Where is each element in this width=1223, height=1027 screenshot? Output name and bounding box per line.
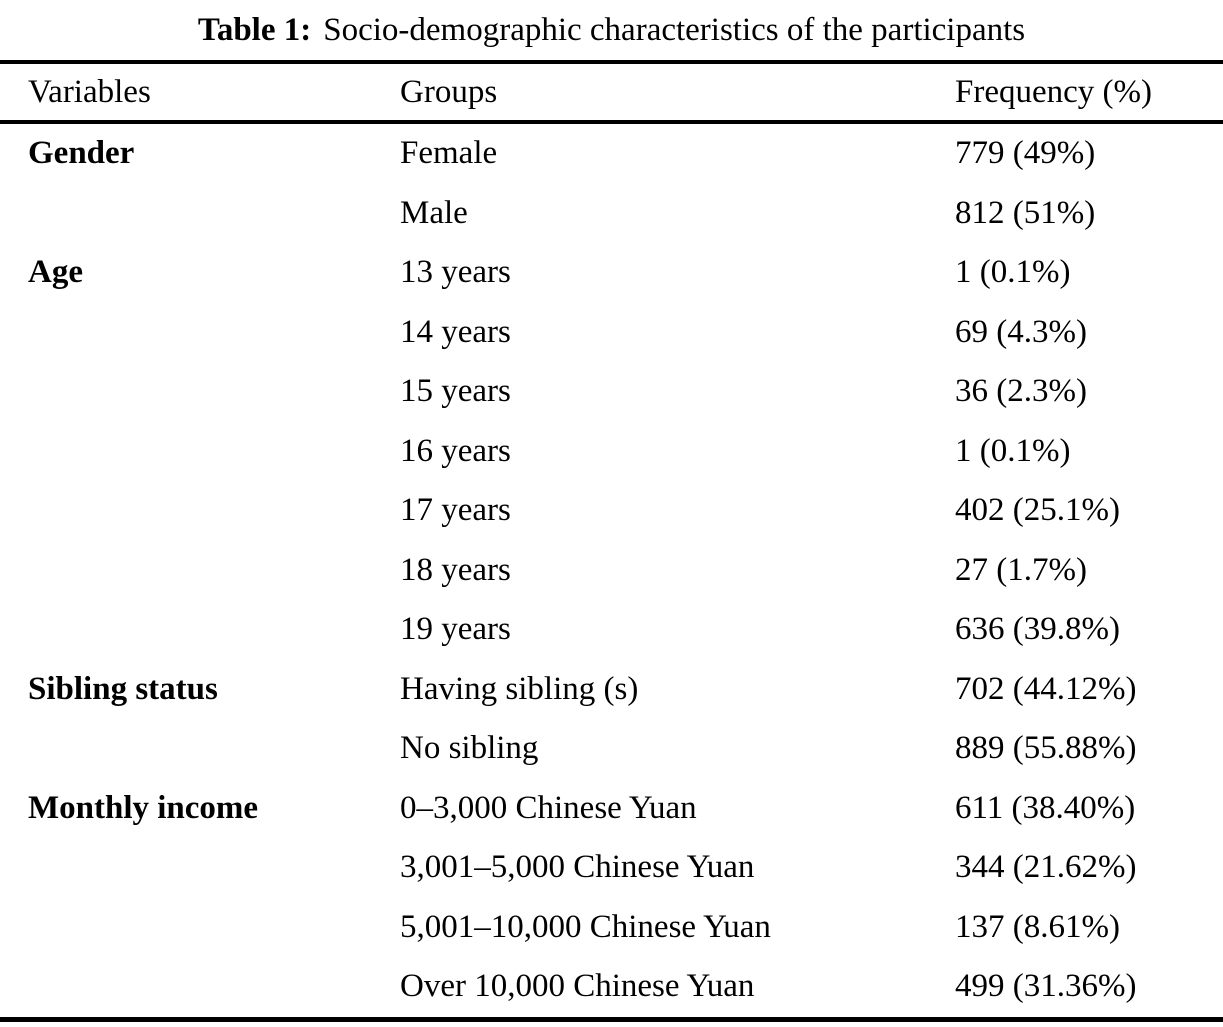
table-row: 15 years 36 (2.3%) xyxy=(0,362,1223,422)
frequency-cell: 1 (0.1%) xyxy=(955,254,1071,291)
frequency-cell: 779 (49%) xyxy=(955,135,1096,172)
variable-cell xyxy=(0,600,400,660)
variable-cell xyxy=(0,481,400,541)
variable-cell xyxy=(0,303,400,363)
frequency-cell: 137 (8.61%) xyxy=(955,908,1120,945)
group-cell: 5,001–10,000 Chinese Yuan xyxy=(400,908,771,945)
frequency-cell: 344 (21.62%) xyxy=(955,849,1137,886)
table-row: 18 years 27 (1.7%) xyxy=(0,541,1223,601)
group-cell: Female xyxy=(400,135,498,172)
variable-cell xyxy=(0,184,400,244)
table-row: 14 years 69 (4.3%) xyxy=(0,303,1223,363)
frequency-cell: 889 (55.88%) xyxy=(955,730,1137,767)
frequency-cell: 69 (4.3%) xyxy=(955,313,1087,350)
frequency-cell: 702 (44.12%) xyxy=(955,670,1137,707)
group-cell: 3,001–5,000 Chinese Yuan xyxy=(400,849,755,886)
variable-cell: Monthly income xyxy=(28,789,259,826)
frequency-cell: 611 (38.40%) xyxy=(955,789,1136,826)
variable-cell xyxy=(0,422,400,482)
table-row: Male 812 (51%) xyxy=(0,184,1223,244)
table-row: 5,001–10,000 Chinese Yuan 137 (8.61%) xyxy=(0,898,1223,958)
frequency-cell: 1 (0.1%) xyxy=(955,432,1071,469)
table-caption: Table 1: Socio-demographic characteristic… xyxy=(0,0,1223,60)
variable-cell xyxy=(0,957,400,1019)
group-cell: Over 10,000 Chinese Yuan xyxy=(400,968,755,1005)
table-caption-text: Socio-demographic characteristics of the… xyxy=(323,12,1026,48)
frequency-cell: 636 (39.8%) xyxy=(955,611,1120,648)
variable-cell xyxy=(0,719,400,779)
table-row: Over 10,000 Chinese Yuan 499 (31.36%) xyxy=(0,957,1223,1019)
header-frequency: Frequency (%) xyxy=(955,62,1223,124)
table-body: Gender Female 779 (49%) Male 812 (51%) A… xyxy=(0,122,1223,1019)
frequency-cell: 36 (2.3%) xyxy=(955,373,1087,410)
variable-cell: Age xyxy=(28,254,83,291)
table-row: 16 years 1 (0.1%) xyxy=(0,422,1223,482)
group-cell: No sibling xyxy=(400,730,539,767)
group-cell: 16 years xyxy=(400,432,511,469)
table-row: No sibling 889 (55.88%) xyxy=(0,719,1223,779)
variable-cell: Gender xyxy=(28,135,135,172)
table-row: Gender Female 779 (49%) xyxy=(0,122,1223,184)
variable-cell: Sibling status xyxy=(28,670,218,707)
group-cell: 13 years xyxy=(400,254,511,291)
group-cell: 19 years xyxy=(400,611,511,648)
variable-cell xyxy=(0,898,400,958)
variable-cell xyxy=(0,362,400,422)
group-cell: 14 years xyxy=(400,313,511,350)
header-variables: Variables xyxy=(0,62,400,124)
frequency-cell: 402 (25.1%) xyxy=(955,492,1120,529)
group-cell: 15 years xyxy=(400,373,511,410)
table-row: Sibling status Having sibling (s) 702 (4… xyxy=(0,660,1223,720)
header-groups: Groups xyxy=(400,62,955,124)
group-cell: 18 years xyxy=(400,551,511,588)
group-cell: Having sibling (s) xyxy=(400,670,639,707)
group-cell: 17 years xyxy=(400,492,511,529)
table-row: Monthly income 0–3,000 Chinese Yuan 611 … xyxy=(0,779,1223,839)
variable-cell xyxy=(0,838,400,898)
frequency-cell: 812 (51%) xyxy=(955,194,1096,231)
group-cell: 0–3,000 Chinese Yuan xyxy=(400,789,697,826)
table-header: Variables Groups Frequency (%) xyxy=(0,62,1223,124)
socio-demographic-table: Variables Groups Frequency (%) Gender Fe… xyxy=(0,60,1223,1022)
group-cell: Male xyxy=(400,194,468,231)
table-row: Age 13 years 1 (0.1%) xyxy=(0,243,1223,303)
table-caption-label: Table 1: xyxy=(197,12,312,48)
table-row: 3,001–5,000 Chinese Yuan 344 (21.62%) xyxy=(0,838,1223,898)
variable-cell xyxy=(0,541,400,601)
table-row: 17 years 402 (25.1%) xyxy=(0,481,1223,541)
frequency-cell: 499 (31.36%) xyxy=(955,968,1137,1005)
header-row: Variables Groups Frequency (%) xyxy=(0,62,1223,124)
frequency-cell: 27 (1.7%) xyxy=(955,551,1087,588)
table-row: 19 years 636 (39.8%) xyxy=(0,600,1223,660)
